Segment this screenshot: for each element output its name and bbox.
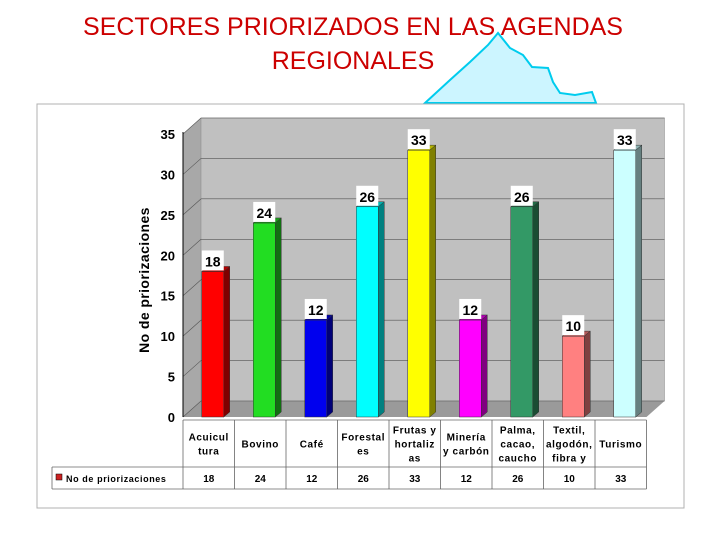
data-label: 18 bbox=[205, 253, 221, 269]
slide-title: SECTORES PRIORIZADOS EN LAS AGENDAS REGI… bbox=[83, 13, 623, 75]
data-label-box bbox=[459, 298, 482, 319]
table-value: 18 bbox=[203, 474, 215, 485]
data-label: 10 bbox=[565, 318, 581, 334]
x-tick-label-line: caucho bbox=[498, 454, 537, 465]
bar-side bbox=[326, 314, 333, 418]
data-label-box bbox=[304, 298, 327, 319]
data-label: 24 bbox=[256, 205, 272, 221]
gridline-side bbox=[182, 400, 202, 418]
bar-side bbox=[532, 201, 539, 418]
x-tick-label-line: Textil, bbox=[553, 426, 585, 437]
y-tick-label: 10 bbox=[161, 329, 175, 344]
data-label-box bbox=[562, 315, 585, 336]
x-tick-label-line: Acuicul bbox=[189, 433, 229, 444]
data-label: 26 bbox=[514, 189, 530, 205]
legend-swatch bbox=[55, 473, 63, 481]
y-tick-label: 30 bbox=[161, 167, 175, 182]
x-tick-label-line: as bbox=[409, 454, 421, 465]
bar bbox=[407, 149, 430, 418]
x-tick-label-line: Café bbox=[300, 440, 324, 451]
table-value: 10 bbox=[564, 474, 576, 485]
y-tick-label: 15 bbox=[161, 289, 175, 304]
table-value: 26 bbox=[358, 474, 370, 485]
x-tick-label: Turismo bbox=[599, 440, 642, 451]
gridline-side bbox=[182, 319, 202, 337]
table-value: 33 bbox=[409, 474, 421, 485]
x-tick-label-line: Turismo bbox=[599, 440, 642, 451]
bar-side bbox=[223, 265, 230, 418]
table-value: 12 bbox=[306, 474, 318, 485]
bar-side bbox=[275, 217, 282, 418]
x-tick-label-line: Minería bbox=[447, 433, 486, 444]
gridline-side bbox=[182, 158, 202, 175]
x-tick-label: Palma, cacao, caucho bbox=[498, 426, 537, 465]
data-label-box bbox=[356, 185, 379, 206]
gridline-side bbox=[182, 198, 202, 216]
data-label-box bbox=[407, 129, 430, 150]
data-label: 33 bbox=[617, 132, 633, 148]
x-tick-label: Minería y carbón bbox=[443, 433, 489, 458]
x-tick-label-line: es bbox=[357, 447, 369, 458]
data-label: 12 bbox=[308, 302, 324, 318]
data-label-box bbox=[510, 185, 533, 206]
bar-side bbox=[635, 144, 642, 418]
data-label: 26 bbox=[359, 189, 375, 205]
data-label: 33 bbox=[411, 132, 427, 148]
gridline-side bbox=[182, 239, 202, 256]
gridline-side bbox=[182, 360, 202, 377]
x-tick-label: Textil, algodón, fibra y bbox=[546, 426, 592, 465]
bar bbox=[510, 206, 533, 418]
bar-side bbox=[584, 330, 591, 418]
y-tick-label: 35 bbox=[161, 127, 175, 142]
bar bbox=[304, 319, 327, 418]
bar-side bbox=[481, 314, 488, 418]
table-value: 12 bbox=[461, 474, 473, 485]
y-tick-label: 20 bbox=[161, 248, 175, 263]
table-value: 24 bbox=[255, 474, 267, 485]
x-tick-label-line: Frutas y bbox=[393, 426, 437, 437]
bar bbox=[613, 149, 636, 418]
x-tick-label-line: Palma, bbox=[500, 426, 536, 437]
y-tick-label: 5 bbox=[168, 370, 175, 385]
x-tick-label-line: Forestal bbox=[341, 433, 385, 444]
x-tick-label: Acuicul tura bbox=[189, 433, 229, 458]
bar-side bbox=[378, 201, 385, 418]
y-axis-label: No de priorizaciones bbox=[136, 207, 152, 353]
table-value: 26 bbox=[512, 474, 524, 485]
gridline-side bbox=[182, 117, 202, 135]
x-tick-label: Forestal es bbox=[341, 433, 385, 458]
x-tick-label-line: fibra y bbox=[552, 454, 586, 465]
y-tick-label: 0 bbox=[168, 410, 175, 425]
y-tick-label: 25 bbox=[161, 208, 175, 223]
bar bbox=[356, 206, 379, 418]
data-label-box bbox=[253, 201, 276, 222]
data-label-box bbox=[613, 129, 636, 150]
x-tick-label-line: cacao, bbox=[500, 440, 535, 451]
x-tick-label-line: tura bbox=[198, 447, 219, 458]
x-tick-label-line: hortaliz bbox=[395, 440, 435, 451]
data-label: 12 bbox=[462, 302, 478, 318]
bar bbox=[201, 271, 224, 418]
side-wall bbox=[183, 118, 201, 417]
data-label-box bbox=[201, 250, 224, 271]
x-tick-label: Frutas y hortaliz as bbox=[393, 426, 437, 465]
bar bbox=[562, 335, 585, 418]
bar-side bbox=[429, 144, 436, 418]
bar bbox=[253, 222, 276, 418]
table-value: 33 bbox=[615, 474, 627, 485]
x-tick-label: Bovino bbox=[242, 440, 280, 451]
x-tick-label-line: algodón, bbox=[546, 440, 592, 451]
x-tick-label: Café bbox=[300, 440, 324, 451]
gridline-side bbox=[182, 279, 202, 296]
x-tick-label-line: y carbón bbox=[443, 447, 489, 458]
x-tick-label-line: Bovino bbox=[242, 440, 280, 451]
legend-label: No de priorizaciones bbox=[66, 474, 167, 484]
bar bbox=[459, 319, 482, 418]
